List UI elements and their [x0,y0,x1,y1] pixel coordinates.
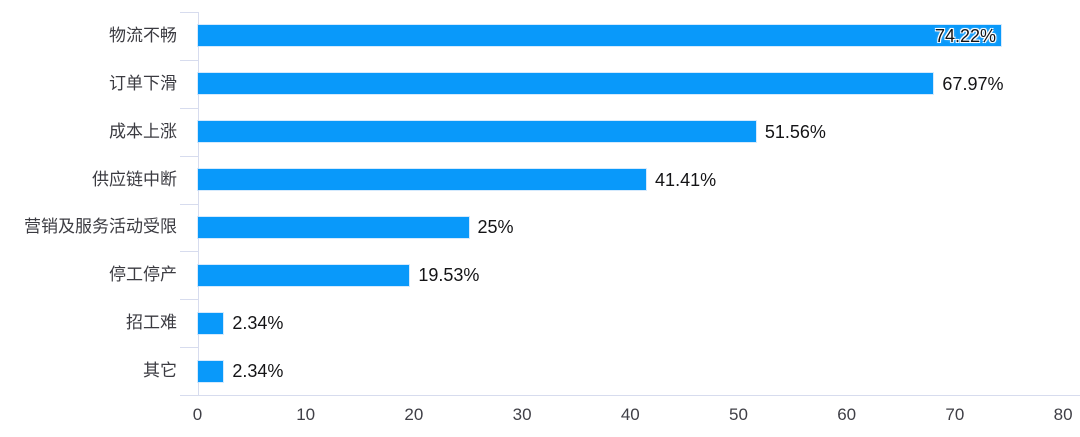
bar [198,25,1002,47]
x-axis-tick-label: 70 [945,405,965,424]
value-label: 2.34% [232,361,284,382]
x-axis-tick-label: 50 [729,405,748,424]
bar [198,169,647,191]
x-axis-tick-label: 0 [192,405,203,424]
value-label: 41.41% [655,169,717,190]
y-axis-line [197,12,199,395]
x-axis-tick-label: 60 [837,405,857,424]
y-axis-category-tick [179,203,198,205]
value-label: 2.34% [232,313,284,334]
value-label: 19.53% [418,265,480,286]
category-label: 成本上涨 [109,121,177,141]
x-axis-tick-label: 40 [620,405,640,424]
bar [198,312,224,334]
value-label: 74.22% [935,25,997,46]
bar [198,360,224,382]
bar [198,264,410,286]
y-axis-category-tick [179,107,198,109]
x-axis-tick-label: 10 [296,405,316,424]
category-label: 供应链中断 [92,169,177,189]
category-label: 订单下滑 [109,73,177,93]
value-label: 51.56% [764,121,826,142]
category-label: 停工停产 [109,265,177,285]
value-label: 67.97% [942,73,1004,94]
value-label: 25% [477,217,514,238]
bar [198,121,756,143]
category-label: 营销及服务活动受限 [24,217,177,237]
y-axis-category-tick [179,251,198,253]
category-label: 招工难 [126,313,177,333]
category-label: 其它 [143,361,177,381]
x-axis-tick-label: 30 [512,405,532,424]
y-axis-category-tick [179,59,198,61]
category-label: 物流不畅 [109,25,177,45]
y-axis-category-tick [179,347,198,349]
y-axis-category-tick [179,155,198,157]
y-axis-category-tick [179,12,198,13]
bar [198,216,469,238]
x-axis-line [179,395,1080,396]
x-axis-tick-label: 80 [1053,405,1073,424]
bar [198,73,934,95]
y-axis-category-tick [179,299,198,301]
x-axis-tick-label: 20 [404,405,424,424]
